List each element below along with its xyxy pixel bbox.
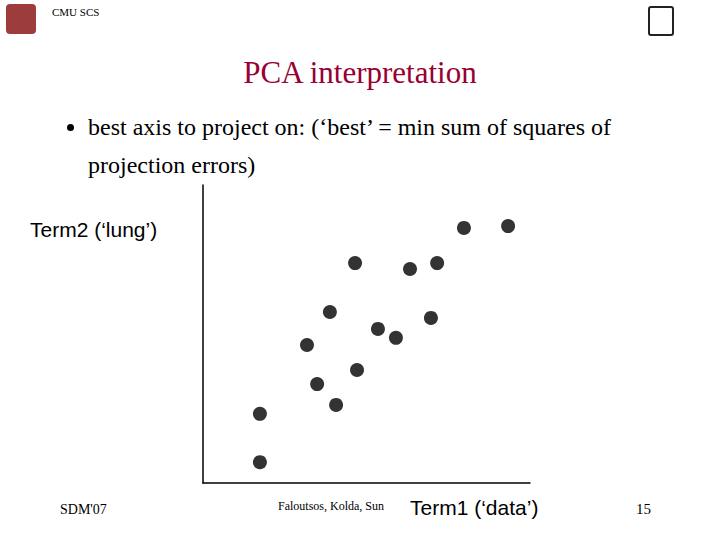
html-text:Faloutsos, Kolda, Sun: Faloutsos, Kolda, Sun <box>278 499 384 513</box>
html-text:PCA interpretation: PCA interpretation <box>243 55 477 90</box>
html-text:15: 15 <box>636 501 651 517</box>
svg-text:Term1 (‘data’): Term1 (‘data’) <box>410 496 538 519</box>
svg-text:Term2 (‘lung’): Term2 (‘lung’) <box>30 218 157 241</box>
html-text:best axis to project on: (‘bes: best axis to project on: (‘best’ = min s… <box>88 114 611 178</box>
html-text:SDM'07: SDM'07 <box>60 502 107 517</box>
html-text:CMU SCS: CMU SCS <box>52 6 100 18</box>
